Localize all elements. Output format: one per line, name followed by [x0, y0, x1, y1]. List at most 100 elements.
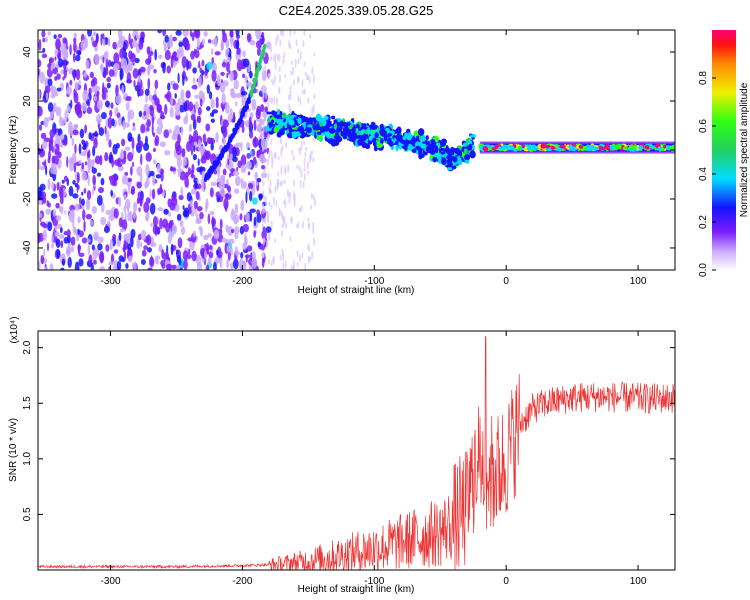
noise-blob: [81, 191, 84, 196]
noise-blob: [202, 133, 207, 144]
noise-blob: [192, 67, 197, 74]
band-blob: [440, 151, 446, 155]
noise-blob: [312, 104, 315, 113]
noise-blob: [155, 174, 162, 179]
noise-blob: [156, 125, 163, 135]
noise-blob: [298, 166, 301, 172]
noise-blob: [294, 58, 297, 69]
noise-blob: [40, 254, 45, 265]
noise-blob: [134, 57, 140, 64]
noise-blob: [125, 198, 131, 210]
noise-blob: [76, 172, 80, 184]
stable-band-blob: [595, 146, 600, 151]
noise-blob: [149, 105, 155, 117]
noise-blob: [304, 71, 307, 76]
noise-blob: [145, 176, 150, 188]
band-blob: [379, 137, 384, 145]
noise-blob: [256, 47, 261, 57]
noise-blob: [152, 215, 158, 227]
noise-blob: [83, 142, 87, 150]
noise-blob: [102, 56, 105, 64]
noise-blob: [262, 226, 266, 232]
noise-blob: [121, 58, 128, 71]
noise-blob: [100, 202, 105, 213]
snr-series-line: [38, 336, 675, 570]
noise-blob: [289, 85, 292, 91]
noise-blob: [49, 129, 56, 138]
noise-blob: [91, 166, 94, 172]
noise-blob: [225, 48, 229, 58]
noise-blob: [144, 214, 148, 221]
noise-blob: [182, 73, 185, 86]
noise-blob: [149, 170, 155, 177]
noise-blob: [262, 170, 265, 179]
noise-blob: [233, 188, 240, 194]
noise-blob: [85, 59, 90, 69]
noise-blob: [121, 174, 129, 185]
noise-blob: [219, 218, 223, 230]
noise-blob: [44, 158, 47, 170]
noise-blob: [204, 70, 208, 76]
noise-blob: [242, 73, 246, 79]
noise-blob: [170, 97, 174, 106]
noise-blob: [72, 129, 79, 136]
band-blob: [330, 138, 337, 147]
noise-blob: [94, 53, 100, 65]
noise-blob: [221, 237, 227, 243]
stable-band-blob: [663, 144, 667, 149]
noise-blob: [229, 36, 234, 44]
noise-blob: [132, 122, 135, 127]
noise-blob: [149, 189, 152, 198]
y-tick-label: 20: [22, 95, 33, 107]
noise-blob: [296, 164, 299, 170]
noise-blob: [60, 267, 65, 270]
noise-blob: [121, 84, 125, 95]
noise-blob: [264, 63, 267, 72]
noise-blob: [221, 93, 226, 105]
band-blob: [319, 121, 323, 127]
noise-blob: [139, 172, 143, 185]
band-blob: [327, 121, 332, 126]
noise-blob: [311, 66, 314, 76]
noise-blob: [44, 85, 51, 94]
noise-blob: [117, 38, 124, 49]
band-blob: [297, 117, 302, 125]
noise-blob: [298, 254, 301, 263]
noise-blob: [99, 250, 105, 263]
noise-blob: [120, 138, 126, 147]
noise-blob: [38, 59, 42, 68]
band-blob: [316, 131, 322, 135]
noise-blob: [105, 209, 112, 215]
noise-blob: [74, 261, 80, 270]
noise-blob: [310, 204, 313, 210]
noise-blob: [132, 68, 139, 79]
stable-band-blob: [501, 145, 508, 150]
noise-blob: [45, 36, 49, 43]
noise-blob: [52, 208, 57, 218]
band-blob: [368, 135, 374, 141]
noise-blob: [100, 177, 105, 186]
noise-blob: [139, 199, 143, 207]
noise-blob: [127, 178, 133, 183]
noise-blob: [54, 48, 59, 57]
noise-blob: [179, 219, 184, 227]
noise-blob: [178, 258, 182, 266]
noise-blob: [215, 96, 219, 103]
noise-blob: [267, 209, 270, 218]
noise-blob: [235, 40, 240, 50]
noise-blob: [210, 142, 214, 151]
band-blob: [335, 138, 341, 142]
noise-blob: [138, 39, 144, 50]
noise-blob: [92, 145, 96, 157]
noise-blob: [297, 48, 300, 54]
noise-blob: [199, 98, 203, 107]
noise-blob: [39, 213, 43, 219]
noise-blob: [77, 184, 80, 190]
noise-blob: [38, 147, 42, 155]
carrier-streak-blob: [250, 89, 254, 96]
noise-blob: [207, 39, 212, 44]
band-blob: [457, 159, 463, 166]
snr-panel: -300 -200 -100 0 100 0.5 1.0 1.5 2.0 Height of …: [8, 316, 676, 595]
noise-blob: [246, 81, 253, 88]
stable-band-blob: [521, 144, 525, 149]
